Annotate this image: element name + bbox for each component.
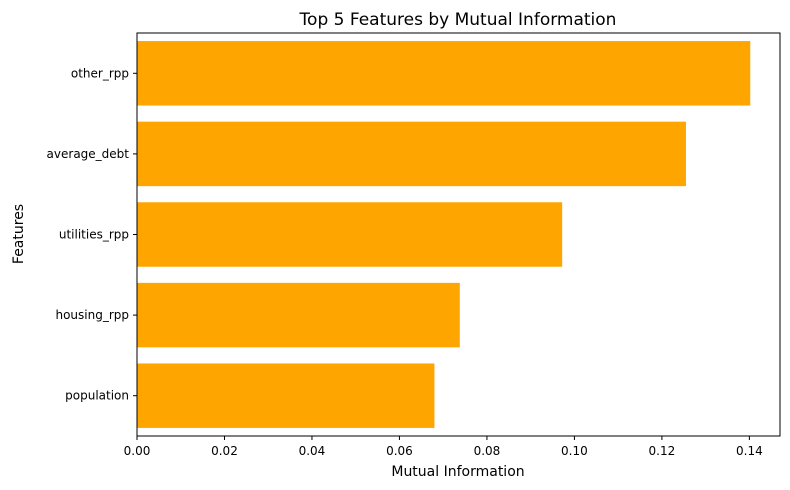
bar-average_debt <box>137 121 686 187</box>
y-axis-label: Features <box>11 204 27 264</box>
y-tick-label: other_rpp <box>71 66 129 80</box>
x-tick-label: 0.00 <box>124 444 151 458</box>
x-axis-label: Mutual Information <box>391 464 524 480</box>
x-tick-label: 0.10 <box>561 444 588 458</box>
x-tick-label: 0.02 <box>211 444 238 458</box>
bar-population <box>137 363 435 428</box>
bar-utilities_rpp <box>137 202 563 267</box>
y-tick-label: population <box>65 389 129 403</box>
y-tick-label: average_debt <box>47 147 130 161</box>
x-axis-ticks: 0.00 0.02 0.04 0.06 0.08 0.10 0.12 0.14 <box>124 436 763 458</box>
x-tick-label: 0.14 <box>736 444 763 458</box>
bars-group <box>137 41 751 428</box>
y-tick-label: housing_rpp <box>55 308 129 322</box>
bar-other_rpp <box>137 41 751 106</box>
x-tick-label: 0.04 <box>299 444 326 458</box>
x-tick-label: 0.06 <box>386 444 413 458</box>
chart-title: Top 5 Features by Mutual Information <box>299 10 617 30</box>
x-tick-label: 0.12 <box>649 444 676 458</box>
plot-frame <box>136 32 781 437</box>
x-tick-label: 0.08 <box>474 444 501 458</box>
bar-housing_rpp <box>137 282 460 348</box>
y-axis-ticks: other_rpp average_debt utilities_rpphousin… <box>47 66 137 403</box>
y-tick-label: utilities_rpp <box>59 228 129 242</box>
